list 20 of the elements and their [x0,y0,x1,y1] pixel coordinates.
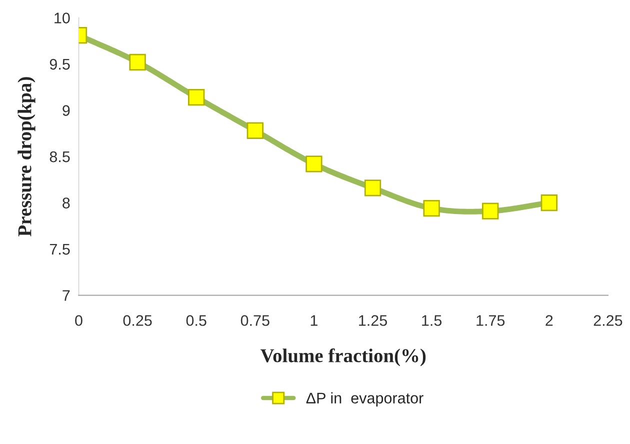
y-tick-label: 9.5 [50,58,70,70]
legend-label: ΔP in evaporator [306,392,424,406]
x-tick-label: 0.75 [240,315,270,326]
y-tick-label: 7.5 [50,244,70,255]
y-tick-label: 8 [62,198,70,208]
y-tick-label: 7 [62,290,70,301]
x-tick-label: 1.5 [422,315,442,326]
x-tick-label: 1 [310,315,318,326]
y-axis-title: Pressure drop(kpa) [18,77,36,236]
y-tick-label: 10 [54,12,70,24]
x-tick-label: 0.25 [123,315,152,326]
x-tick-label: 2 [546,315,553,326]
y-tick-label: 8.5 [50,151,70,162]
x-tick-label: 0 [75,315,82,326]
x-tick-label: 0.5 [186,315,206,326]
x-tick-label: 1.25 [359,315,387,326]
x-tick-label: 1.75 [476,315,505,326]
x-axis-title: Volume fraction(%) [260,348,426,366]
y-tick-label: 9 [62,105,70,116]
x-tick-label: 2.25 [594,315,622,326]
